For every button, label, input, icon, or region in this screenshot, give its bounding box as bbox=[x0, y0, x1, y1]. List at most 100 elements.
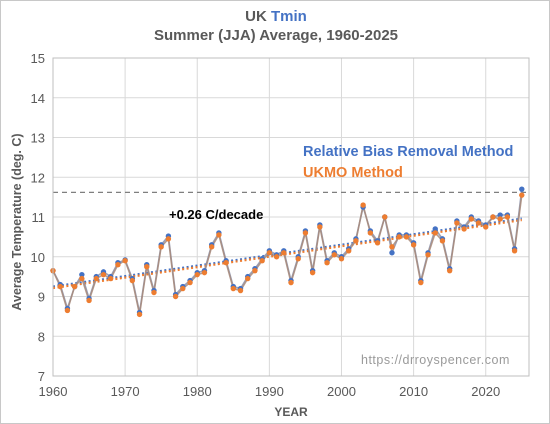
data-point-ukmo bbox=[237, 287, 244, 294]
data-point-ukmo bbox=[360, 202, 366, 208]
data-point-relative-bias bbox=[497, 212, 503, 218]
data-point-ukmo bbox=[252, 267, 258, 274]
data-point-ukmo bbox=[302, 230, 309, 236]
data-point-ukmo bbox=[374, 240, 381, 246]
data-point-ukmo bbox=[345, 248, 352, 254]
x-tick-label: 2010 bbox=[399, 384, 428, 399]
data-point-ukmo bbox=[158, 244, 164, 250]
y-tick-label: 15 bbox=[31, 51, 45, 66]
data-point-ukmo bbox=[144, 263, 150, 270]
plot-border bbox=[52, 57, 530, 377]
data-point-ukmo bbox=[187, 279, 193, 286]
data-point-ukmo bbox=[208, 244, 215, 250]
series-layer bbox=[50, 186, 525, 318]
data-point-ukmo bbox=[461, 226, 467, 232]
chart-subtitle: Summer (JJA) Average, 1960-2025 bbox=[153, 27, 399, 44]
data-point-ukmo bbox=[288, 279, 294, 286]
data-point-ukmo bbox=[475, 220, 482, 226]
title-prefix: UK bbox=[245, 8, 267, 25]
data-point-ukmo bbox=[180, 285, 186, 292]
data-point-ukmo bbox=[172, 293, 179, 300]
data-point-ukmo bbox=[418, 279, 424, 286]
data-point-relative-bias bbox=[432, 226, 438, 232]
x-tick-label: 1980 bbox=[183, 384, 212, 399]
data-point-ukmo bbox=[259, 258, 265, 264]
y-tick-label: 11 bbox=[32, 210, 46, 225]
x-tick-label: 2020 bbox=[471, 384, 500, 399]
data-point-ukmo bbox=[79, 275, 85, 282]
data-point-ukmo bbox=[403, 234, 410, 240]
y-tick-label: 14 bbox=[31, 91, 45, 106]
grid-lines bbox=[52, 57, 529, 377]
trend-annotation: +0.26 C/decade bbox=[169, 207, 263, 222]
data-point-ukmo bbox=[389, 244, 395, 250]
data-point-relative-bias bbox=[519, 186, 525, 192]
x-axis-label: YEAR bbox=[274, 405, 308, 419]
x-tick-label: 1990 bbox=[255, 384, 284, 399]
data-point-ukmo bbox=[446, 267, 453, 274]
data-point-ukmo bbox=[93, 275, 99, 282]
data-point-ukmo bbox=[396, 234, 402, 240]
data-point-relative-bias bbox=[389, 250, 395, 256]
data-point-ukmo bbox=[367, 230, 374, 236]
data-point-ukmo bbox=[454, 220, 460, 226]
chart-title: UK Tmin Summer (JJA) Average, 1960-2025 bbox=[1, 7, 550, 46]
data-point-ukmo bbox=[151, 289, 157, 296]
data-point-ukmo bbox=[122, 258, 128, 264]
data-point-ukmo bbox=[504, 214, 511, 220]
data-point-ukmo bbox=[410, 242, 417, 248]
data-point-ukmo bbox=[57, 283, 63, 290]
axes: 7 8 9 10 11 12 13 14 15 1960 1970 1980 1990 2000 2010 2… bbox=[31, 51, 530, 399]
data-point-relative-bias bbox=[79, 271, 85, 278]
y-tick-label: 7 bbox=[38, 369, 45, 384]
data-point-ukmo bbox=[165, 236, 172, 242]
data-point-ukmo bbox=[519, 192, 525, 198]
data-point-ukmo bbox=[439, 238, 446, 244]
data-point-ukmo bbox=[511, 248, 518, 254]
data-point-ukmo bbox=[425, 252, 431, 258]
series-line-relative-bias bbox=[52, 189, 523, 313]
x-tick-label: 1970 bbox=[111, 384, 140, 399]
data-point-ukmo bbox=[468, 216, 475, 222]
data-point-ukmo bbox=[86, 297, 92, 304]
y-axis-label: Average Temperature (deg. C) bbox=[10, 133, 24, 310]
data-point-ukmo bbox=[324, 260, 330, 266]
data-point-ukmo bbox=[490, 214, 496, 220]
legend-label-ukmo: UKMO Method bbox=[303, 165, 403, 181]
data-point-ukmo bbox=[245, 275, 251, 282]
data-point-ukmo bbox=[331, 252, 337, 258]
y-tick-label: 9 bbox=[38, 290, 45, 305]
data-point-ukmo bbox=[483, 224, 489, 230]
data-point-ukmo bbox=[295, 256, 301, 262]
data-point-ukmo bbox=[309, 269, 316, 276]
data-point-ukmo bbox=[497, 216, 503, 222]
data-point-ukmo bbox=[266, 250, 273, 256]
x-tick-label: 1960 bbox=[39, 384, 68, 399]
data-point-ukmo bbox=[115, 262, 121, 268]
data-point-ukmo bbox=[129, 277, 136, 284]
data-point-ukmo bbox=[353, 238, 359, 244]
y-tick-label: 8 bbox=[38, 329, 45, 344]
data-point-ukmo bbox=[194, 271, 200, 278]
data-point-ukmo bbox=[338, 256, 345, 262]
title-highlight: Tmin bbox=[271, 8, 307, 25]
data-point-ukmo bbox=[136, 311, 143, 318]
y-tick-label: 12 bbox=[31, 170, 45, 185]
data-point-ukmo bbox=[230, 285, 237, 292]
watermark: https://drroyspencer.com bbox=[361, 353, 510, 367]
data-point-ukmo bbox=[216, 232, 222, 238]
x-tick-label: 2000 bbox=[327, 384, 356, 399]
data-point-ukmo bbox=[382, 214, 388, 220]
data-point-ukmo bbox=[201, 269, 208, 276]
legend-label-relative-bias: Relative Bias Removal Method bbox=[303, 144, 513, 160]
data-point-ukmo bbox=[281, 250, 287, 256]
data-point-ukmo bbox=[71, 283, 78, 290]
data-point-ukmo bbox=[273, 254, 280, 260]
y-tick-label: 10 bbox=[31, 250, 45, 265]
data-point-ukmo bbox=[107, 275, 114, 282]
data-point-ukmo bbox=[317, 224, 323, 230]
data-point-ukmo bbox=[223, 260, 229, 266]
data-point-ukmo bbox=[432, 230, 438, 236]
